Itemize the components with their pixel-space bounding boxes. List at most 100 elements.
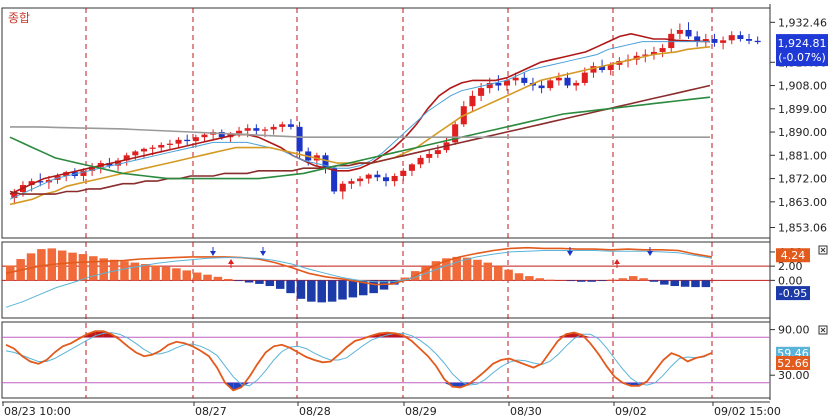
y-tick-label: 1,863.00 xyxy=(778,196,827,209)
macd-hist-bar xyxy=(670,280,679,287)
candle-body xyxy=(573,82,580,86)
candle-body xyxy=(244,128,251,131)
candle-body xyxy=(581,72,588,83)
candle-body xyxy=(737,35,744,40)
macd-hist-bar xyxy=(400,277,410,281)
macd-hist-bar xyxy=(597,280,607,282)
macd-hist-bar xyxy=(525,276,534,281)
candle-body xyxy=(711,39,718,43)
candle-body xyxy=(512,77,519,81)
macd-hist-bar xyxy=(120,261,129,281)
macd-hist-bar xyxy=(431,261,441,281)
macd-hist-bar xyxy=(348,280,358,298)
x-tick-label: 09/02 xyxy=(615,405,647,418)
macd-hist-bar xyxy=(192,272,202,281)
ma-line-ma120 xyxy=(9,96,711,180)
y-tick-label: 1,881.00 xyxy=(778,149,827,162)
candle-body xyxy=(11,192,18,198)
candle-body xyxy=(452,124,459,143)
candle-body xyxy=(322,155,329,169)
candle-body xyxy=(166,143,173,145)
candle-body xyxy=(287,124,294,127)
macd-hist-bar xyxy=(244,280,254,283)
macd-hist-bar xyxy=(265,280,275,287)
macd-hist-bar xyxy=(68,252,77,281)
candle-body xyxy=(184,139,191,142)
candle-body xyxy=(408,164,415,171)
price-badge-change: (-0.07%) xyxy=(778,51,826,64)
macd-hist-bar xyxy=(78,254,88,281)
candle-body xyxy=(555,77,562,81)
macd-hist-bar xyxy=(307,280,316,302)
macd-hist-bar xyxy=(504,269,513,281)
macd-hist-bar xyxy=(286,280,295,294)
macd-badge xyxy=(776,248,810,263)
macd-line-macd xyxy=(5,246,713,286)
panel-frame xyxy=(1,7,771,239)
macd-hist-bar xyxy=(369,280,378,294)
macd-hist-bar xyxy=(203,274,212,281)
price-badge xyxy=(776,34,828,67)
y-tick-label: 1,908.00 xyxy=(778,80,827,93)
macd-hist-bar xyxy=(224,278,233,281)
candle-body xyxy=(426,154,433,158)
ma-line-ma10 xyxy=(9,41,710,200)
macd-hist-bar xyxy=(514,273,524,281)
macd-hist-bar xyxy=(89,256,98,281)
stoch-d-line xyxy=(5,332,713,387)
signal-arrow xyxy=(567,251,573,256)
macd-hist-bar xyxy=(296,280,306,299)
candle-body xyxy=(123,155,130,161)
candle-body xyxy=(694,36,701,42)
panel-close-box xyxy=(818,245,828,255)
macd-hist-bar xyxy=(359,280,368,296)
macd-hist-bar xyxy=(608,279,617,281)
macd-hist-bar xyxy=(255,280,264,284)
macd-hist-bar xyxy=(109,259,119,281)
candle-body xyxy=(28,181,35,186)
macd-hist-bar xyxy=(161,266,171,281)
osc-badge-value: -0.95 xyxy=(779,287,807,300)
macd-hist-bar xyxy=(151,265,160,281)
ma-line-ma5 xyxy=(9,32,711,195)
stoch-k-line xyxy=(5,330,713,392)
candle-body xyxy=(400,170,407,176)
macd-hist-bar xyxy=(99,258,108,281)
signal-arrow xyxy=(228,259,234,264)
ma-line-ma240 xyxy=(10,126,710,138)
candle-body xyxy=(538,85,545,89)
candle-body xyxy=(478,88,485,96)
candle-body xyxy=(89,166,96,171)
macd-hist-bar xyxy=(442,258,451,281)
y-tick-label: 1,932.46 xyxy=(778,16,827,29)
candle-body xyxy=(132,151,139,156)
candle-body xyxy=(391,175,398,182)
candle-body xyxy=(607,64,614,71)
candle-body xyxy=(728,35,735,41)
candle-body xyxy=(261,129,269,131)
macd-hist-bar xyxy=(680,280,690,287)
candle-body xyxy=(201,134,208,138)
macd-hist-bar xyxy=(587,280,596,282)
x-tick-label: 08/27 xyxy=(195,405,227,418)
signal-arrow xyxy=(260,251,266,256)
y-tick-label: 90.00 xyxy=(778,324,810,337)
y-tick-label: 1,899.00 xyxy=(778,103,827,116)
macd-hist-bar xyxy=(483,262,493,281)
macd-hist-bar xyxy=(660,280,669,285)
macd-hist-bar xyxy=(473,259,482,281)
candle-body xyxy=(642,54,649,56)
candle-body xyxy=(236,130,243,134)
macd-hist-bar xyxy=(566,280,576,282)
macd-hist-bar xyxy=(618,278,628,281)
candle-body xyxy=(37,181,44,183)
candle-body xyxy=(279,124,286,127)
macd-hist-bar xyxy=(535,278,545,281)
x-tick-label: 08/23 10:00 xyxy=(4,405,71,418)
macd-hist-bar xyxy=(327,280,337,302)
candle-body xyxy=(547,80,554,89)
candle-body xyxy=(486,82,493,89)
y-tick-label: 2.00 xyxy=(778,260,803,273)
